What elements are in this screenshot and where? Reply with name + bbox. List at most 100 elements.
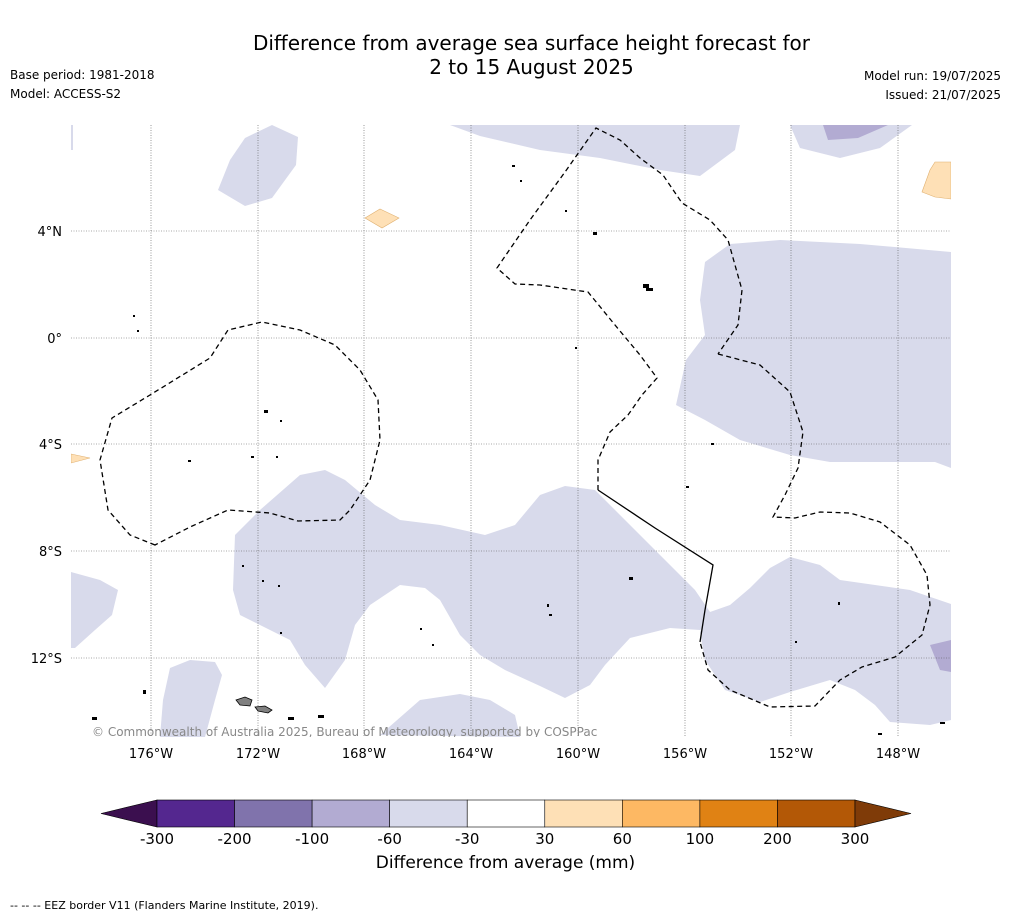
copyright-notice: © Commonwealth of Australia 2025, Bureau… [92, 725, 597, 739]
colorbar-segment [622, 799, 701, 828]
colorbar-label: Difference from average (mm) [375, 853, 636, 873]
island [251, 456, 254, 458]
colorbar-extend-max [854, 799, 912, 828]
colorbar-segment [699, 799, 778, 828]
eez-footnote: -- -- -- EEZ border V11 (Flanders Marine… [10, 899, 319, 912]
island [262, 580, 264, 582]
anomaly-region [233, 470, 720, 698]
anomaly-region [450, 125, 740, 176]
anomaly-region [71, 125, 73, 150]
island [254, 705, 273, 714]
anomaly-region [71, 572, 118, 648]
island [878, 733, 882, 735]
island [547, 604, 549, 607]
anomaly-region [160, 660, 222, 737]
island [838, 602, 840, 605]
colorbar-segment [156, 799, 235, 828]
anomaly-fill-medium-purple [823, 125, 951, 672]
colorbar-tick-label: 200 [763, 830, 792, 848]
colorbar-tick-label: -60 [377, 830, 402, 848]
eez-borders [99, 127, 931, 708]
colorbar-segment [544, 799, 623, 828]
colorbar-tick-label: 300 [841, 830, 870, 848]
island [278, 585, 280, 587]
colorbar-tick-label: 30 [535, 830, 554, 848]
island [280, 420, 282, 422]
colorbar-segment [234, 799, 313, 828]
island [629, 577, 633, 580]
samoa-islands [235, 696, 273, 714]
anomaly-region [921, 161, 951, 200]
island [188, 460, 191, 462]
island [575, 347, 577, 349]
island [264, 410, 268, 413]
colorbar-tick-label: -300 [140, 830, 174, 848]
anomaly-region [790, 125, 912, 158]
colorbar-tick-label: 100 [686, 830, 715, 848]
title-line-2: 2 to 15 August 2025 [429, 55, 634, 79]
island [512, 165, 515, 167]
latitude-labels: 4°N 0° 4°S 8°S 12°S [31, 225, 62, 667]
lat-tick-label: 0° [47, 332, 62, 347]
meta-left: Base period: 1981-2018 Model: ACCESS-S2 [10, 66, 155, 104]
island [420, 628, 422, 630]
island [242, 565, 244, 567]
anomaly-fill-light-orange [71, 161, 951, 464]
model-run: Model run: 19/07/2025 [863, 69, 1001, 83]
island [133, 315, 135, 317]
island [280, 632, 282, 634]
graticule [71, 125, 951, 737]
eez-border [699, 353, 931, 708]
issued-date: Issued: 21/07/2025 [885, 88, 1001, 102]
island [235, 696, 253, 707]
island [288, 717, 294, 720]
longitude-labels: 176°W 172°W 168°W 164°W 160°W 156°W 152°… [129, 747, 920, 762]
island [643, 284, 649, 288]
colorbar-tick-label: -30 [455, 830, 480, 848]
lon-tick-label: 148°W [876, 747, 920, 762]
model-name: Model: ACCESS-S2 [10, 87, 122, 101]
colorbar-tick-label: -200 [218, 830, 252, 848]
island [940, 722, 945, 724]
lon-tick-label: 176°W [129, 747, 173, 762]
anomaly-region [364, 208, 400, 229]
lat-tick-label: 4°S [39, 438, 62, 453]
lon-tick-label: 156°W [663, 747, 707, 762]
anomaly-fill-light-purple [71, 125, 951, 737]
island [318, 715, 324, 718]
eez-border [99, 321, 381, 546]
lat-tick-label: 12°S [31, 652, 62, 667]
island [795, 641, 797, 643]
lat-tick-label: 8°S [39, 545, 62, 560]
island [276, 456, 278, 458]
anomaly-region [823, 125, 888, 140]
anomaly-region [71, 453, 91, 464]
map-title: Difference from average sea surface heig… [200, 31, 863, 79]
island [92, 717, 97, 720]
lon-tick-label: 152°W [769, 747, 813, 762]
island [549, 614, 552, 616]
island [711, 443, 714, 445]
meta-right: Model run: 19/07/2025 Issued: 21/07/2025 [864, 67, 1001, 105]
lon-tick-label: 168°W [342, 747, 386, 762]
colorbar-extend-min [100, 799, 158, 828]
lon-tick-label: 160°W [556, 747, 600, 762]
colorbar: -300 -200 -100 -60 -30 30 60 100 200 300 [100, 799, 912, 848]
island [686, 486, 689, 488]
maritime-boundary [597, 489, 714, 643]
island [432, 644, 434, 646]
island [593, 232, 597, 235]
island [137, 330, 139, 332]
anomaly-region [676, 240, 951, 468]
anomaly-region [700, 557, 951, 725]
map-area: © Commonwealth of Australia 2025, Bureau… [71, 125, 951, 739]
title-line-1: Difference from average sea surface heig… [252, 31, 811, 55]
colorbar-segment [389, 799, 468, 828]
colorbar-segment [311, 799, 390, 828]
island [565, 210, 567, 212]
island [143, 690, 146, 694]
colorbar-tick-label: -100 [295, 830, 329, 848]
colorbar-tick-label: 60 [613, 830, 632, 848]
colorbar-segment [466, 799, 546, 828]
